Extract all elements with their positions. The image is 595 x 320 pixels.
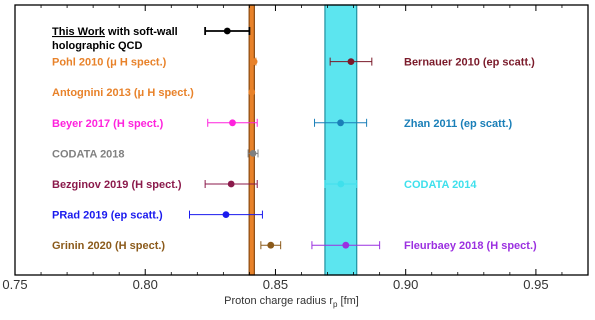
series-label: Bezginov 2019 (H spect.) [52,179,182,191]
series-label: PRad 2019 (ep scatt.) [52,210,163,222]
series-label-rest: with soft-wall [105,26,178,38]
data-point [267,241,275,249]
x-axis-label-unit: [fm] [337,295,358,307]
x-axis-label-subscript: p [333,300,338,309]
x-tick-label: 0.90 [393,277,418,292]
x-tick-label: 0.75 [2,277,27,292]
series-label: Zhan 2011 (ep scatt.) [404,118,513,130]
series-label-line2: holographic QCD [52,40,143,52]
series-label: CODATA 2014 [404,179,477,191]
series-label: Fleurbaey 2018 (H spect.) [404,240,537,252]
data-point [248,88,256,96]
band-layer [248,4,358,276]
x-tick-label: 0.85 [263,277,288,292]
data-point [342,241,350,249]
data-point [249,150,257,157]
x-tick-label: 0.80 [133,277,158,292]
x-axis-label-main: Proton charge radius r [224,295,333,307]
series-label: Bernauer 2010 (ep scatt.) [404,57,535,69]
series-label: This Work with soft-wall [52,26,178,38]
series-labels-layer: This Work with soft-wall holographic QCD P… [52,26,537,252]
data-point [229,119,236,127]
x-axis-label: Proton charge radius rp [fm] [224,295,359,309]
series-label: Pohl 2010 (μ H spect.) [52,57,167,69]
series-label: Antognini 2013 (μ H spect.) [52,87,194,99]
data-points-layer [189,27,381,250]
series-label: Grinin 2020 (H spect.) [52,240,165,252]
data-point [222,211,230,219]
data-point [227,180,235,188]
data-point [250,58,258,65]
series-label-emphasis: This Work [52,26,106,38]
series-label: Beyer 2017 (H spect.) [52,118,164,130]
x-axis-ticks: 0.75 0.80 0.85 0.90 0.95 [2,5,563,292]
x-tick-label: 0.95 [523,277,548,292]
data-point [337,119,344,127]
data-point [337,180,345,188]
series-label: CODATA 2018 [52,148,125,160]
data-point [223,27,231,35]
confidence-band [248,4,255,276]
confidence-band [324,4,358,276]
data-point [347,58,355,65]
